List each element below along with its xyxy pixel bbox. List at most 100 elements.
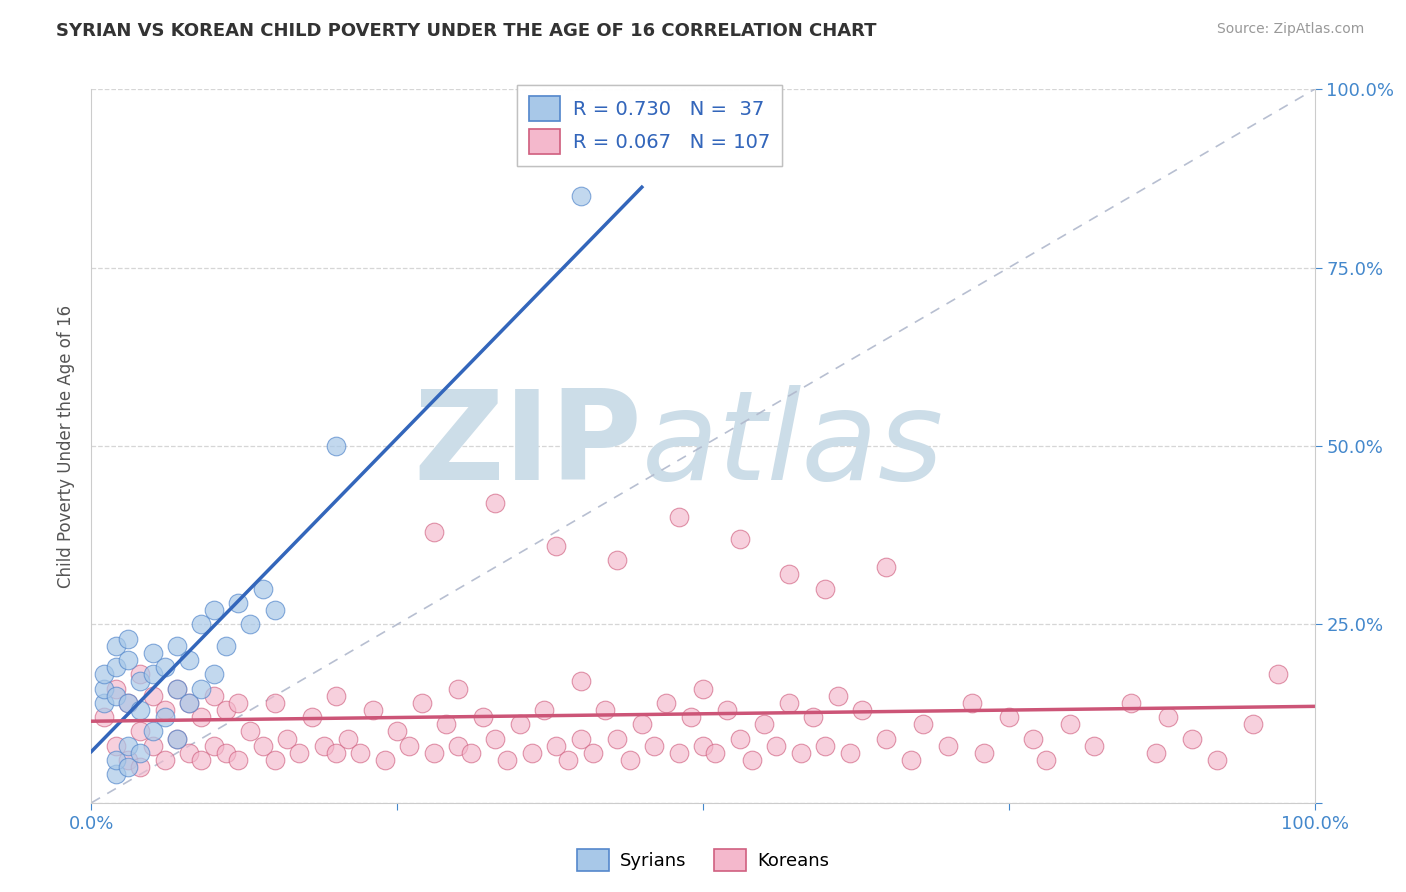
Point (117, 696, 139, 710)
Point (398, 739, 420, 753)
Point (423, 746, 446, 760)
Point (190, 617, 212, 632)
Point (129, 703, 152, 717)
Point (129, 667, 152, 681)
Point (520, 746, 543, 760)
Point (190, 753, 212, 767)
Point (998, 710, 1021, 724)
Point (593, 703, 616, 717)
Point (582, 746, 605, 760)
Point (93, 667, 115, 681)
Point (838, 746, 860, 760)
Point (496, 753, 519, 767)
Point (484, 731, 506, 746)
Point (716, 703, 738, 717)
Point (447, 681, 470, 696)
Point (546, 539, 568, 553)
Point (668, 510, 690, 524)
Point (117, 760, 139, 774)
Point (411, 696, 433, 710)
Text: atlas: atlas (643, 385, 943, 507)
Point (569, 189, 592, 203)
Point (460, 746, 482, 760)
Point (546, 739, 568, 753)
Point (190, 710, 212, 724)
Point (117, 696, 139, 710)
Point (179, 696, 201, 710)
Point (361, 703, 384, 717)
Point (1205, 753, 1227, 767)
Point (631, 717, 654, 731)
Point (814, 739, 837, 753)
Point (117, 739, 139, 753)
Point (312, 739, 335, 753)
Point (190, 681, 212, 696)
Point (374, 753, 396, 767)
Point (619, 753, 641, 767)
Point (960, 696, 983, 710)
Point (1267, 667, 1289, 681)
Point (166, 639, 188, 653)
Point (754, 717, 776, 731)
Point (276, 731, 298, 746)
Point (141, 667, 163, 681)
Point (104, 753, 127, 767)
Point (202, 603, 225, 617)
Point (264, 753, 287, 767)
Y-axis label: Child Poverty Under the Age of 16: Child Poverty Under the Age of 16 (58, 304, 76, 588)
Point (1157, 710, 1180, 724)
Point (166, 681, 188, 696)
Point (301, 710, 323, 724)
Point (606, 553, 628, 567)
Point (778, 696, 800, 710)
Point (264, 603, 287, 617)
Point (533, 703, 555, 717)
Point (202, 689, 225, 703)
Point (104, 689, 127, 703)
Point (117, 653, 139, 667)
Point (692, 681, 714, 696)
Point (215, 703, 238, 717)
Point (166, 731, 188, 746)
Point (765, 739, 787, 753)
Point (900, 753, 922, 767)
Point (509, 717, 531, 731)
Point (728, 731, 751, 746)
Point (741, 753, 763, 767)
Point (166, 731, 188, 746)
Point (226, 596, 249, 610)
Point (129, 724, 152, 739)
Point (973, 746, 995, 760)
Point (117, 753, 139, 767)
Point (141, 689, 163, 703)
Point (325, 689, 347, 703)
Point (447, 739, 470, 753)
Point (215, 639, 238, 653)
Point (484, 496, 506, 510)
Text: ZIP: ZIP (413, 385, 643, 507)
Point (851, 703, 873, 717)
Point (104, 639, 127, 653)
Point (801, 710, 824, 724)
Point (226, 696, 249, 710)
Point (704, 746, 727, 760)
Point (93, 681, 115, 696)
Point (141, 646, 163, 660)
Point (252, 582, 274, 596)
Point (1022, 731, 1045, 746)
Point (153, 660, 176, 674)
Point (141, 724, 163, 739)
Point (264, 696, 287, 710)
Point (790, 746, 813, 760)
Point (1144, 746, 1167, 760)
Point (104, 681, 127, 696)
Point (93, 710, 115, 724)
Legend: R = 0.730   N =  37, R = 0.067   N = 107: R = 0.730 N = 37, R = 0.067 N = 107 (517, 85, 782, 166)
Point (153, 753, 176, 767)
Point (385, 724, 409, 739)
Point (471, 710, 494, 724)
Point (104, 767, 127, 781)
Legend: Syrians, Koreans: Syrians, Koreans (569, 842, 837, 879)
Point (179, 746, 201, 760)
Point (936, 739, 959, 753)
